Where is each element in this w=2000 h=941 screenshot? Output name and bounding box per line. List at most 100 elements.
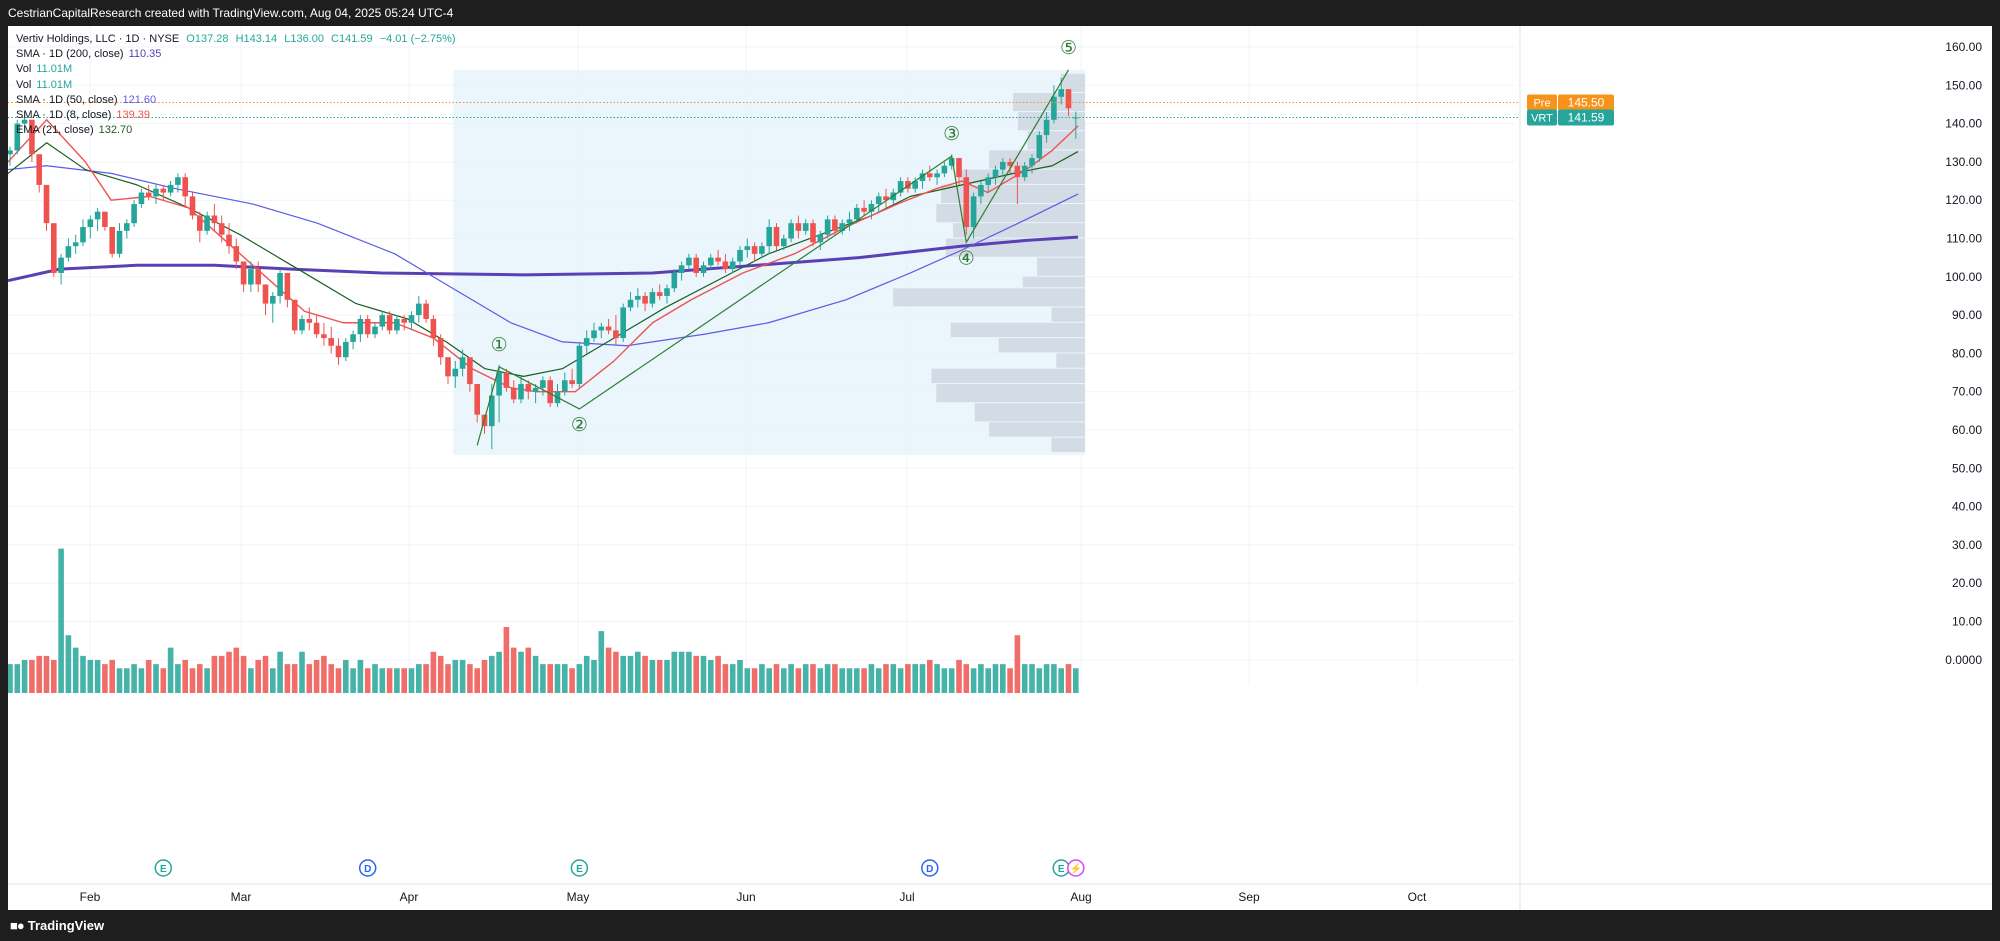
candle bbox=[627, 292, 634, 312]
event-marker-circle bbox=[1067, 859, 1085, 877]
candle bbox=[364, 315, 371, 339]
candle-body bbox=[1014, 165, 1021, 178]
indicator-label: Vol bbox=[16, 63, 32, 76]
candle bbox=[905, 177, 911, 193]
candle bbox=[547, 376, 553, 408]
candle bbox=[255, 261, 261, 293]
volume-bar bbox=[452, 660, 459, 693]
legend-indicator-sma200[interactable]: SMA · 1D (200, close) 110.35 bbox=[16, 47, 460, 62]
tradingview-logo[interactable]: ■● TradingView bbox=[10, 918, 104, 933]
legend-indicator-ema21[interactable]: EMA (21, close) 132.70 bbox=[16, 123, 460, 138]
candle bbox=[503, 368, 510, 392]
volume-bar bbox=[956, 660, 962, 693]
candle bbox=[978, 181, 984, 205]
candle-body bbox=[145, 192, 152, 197]
ema21-line bbox=[8, 142, 1079, 377]
candle bbox=[29, 119, 35, 162]
legend-symbol-row: Vertiv Holdings, LLC · 1D · NYSE O137.28… bbox=[16, 32, 460, 47]
candle bbox=[80, 219, 86, 247]
candle bbox=[160, 184, 167, 201]
sma8-line bbox=[8, 119, 1079, 393]
volume-bar bbox=[963, 664, 970, 693]
candle-body bbox=[313, 322, 320, 335]
volume-bar bbox=[875, 668, 882, 693]
wave-label: ① bbox=[491, 335, 508, 356]
price-tick-label: 90.00 bbox=[1952, 308, 1982, 322]
candle-body bbox=[715, 257, 721, 262]
price-chart[interactable]: ① ② ③ ④ ⑤ E D E D E ⚡ 160.00 150.00 140.00 130.00 120… bbox=[8, 26, 1992, 910]
candle bbox=[605, 318, 612, 335]
volume-bar bbox=[985, 668, 991, 693]
volume-bar bbox=[927, 660, 933, 693]
legend-indicator-sma50[interactable]: SMA · 1D (50, close) 121.60 bbox=[16, 93, 460, 108]
candle-body bbox=[547, 380, 553, 404]
candle-body bbox=[1029, 158, 1035, 166]
volume-bar bbox=[832, 664, 838, 693]
footer-bar: ■● TradingView bbox=[0, 910, 2000, 941]
candle bbox=[262, 284, 269, 316]
volume-bar bbox=[554, 664, 561, 693]
candle bbox=[846, 211, 853, 231]
event-marker-circle bbox=[154, 859, 173, 877]
price-label-value: 145.50 bbox=[1568, 96, 1605, 110]
volume-profile-bar bbox=[1061, 73, 1086, 92]
candle bbox=[693, 253, 699, 277]
candle bbox=[744, 238, 751, 258]
candle-body bbox=[627, 299, 634, 308]
candles bbox=[8, 77, 1079, 450]
candle-body bbox=[131, 204, 137, 224]
candle bbox=[802, 219, 809, 235]
candle bbox=[715, 249, 721, 266]
candle-body bbox=[649, 292, 656, 304]
candle-body bbox=[824, 219, 831, 235]
price-tick-label: 100.00 bbox=[1945, 270, 1982, 284]
volume-profile-bar bbox=[998, 338, 1086, 353]
candle bbox=[124, 219, 130, 239]
candle bbox=[153, 184, 159, 205]
legend-indicator-vol[interactable]: Vol 11.01M bbox=[16, 62, 460, 77]
moving-averages bbox=[8, 119, 1079, 393]
candle-body bbox=[489, 395, 495, 427]
candle-body bbox=[109, 227, 115, 254]
grid-lines bbox=[8, 26, 1515, 686]
candle-body bbox=[182, 177, 188, 197]
volume-bar bbox=[1043, 664, 1050, 693]
candle bbox=[474, 384, 480, 423]
wave-label: ⑤ bbox=[1060, 38, 1077, 59]
chart-frame[interactable]: Vertiv Holdings, LLC · 1D · NYSE O137.28… bbox=[8, 26, 1992, 910]
volume-bar bbox=[255, 660, 261, 693]
candle-body bbox=[255, 269, 261, 285]
indicator-value: 11.01M bbox=[36, 63, 73, 76]
candle-body bbox=[620, 307, 626, 339]
volume-bar bbox=[715, 655, 721, 693]
candle bbox=[72, 234, 79, 254]
candle-body bbox=[1021, 165, 1028, 178]
price-tick-label: 30.00 bbox=[1952, 538, 1982, 552]
candle bbox=[824, 215, 831, 239]
volume-bar bbox=[547, 664, 553, 693]
candle bbox=[102, 211, 108, 231]
volume-bar bbox=[138, 668, 145, 693]
volume-bar bbox=[686, 651, 692, 693]
candle bbox=[927, 165, 933, 182]
volume-bar bbox=[1065, 664, 1072, 693]
candle bbox=[430, 315, 437, 346]
volume-bar bbox=[65, 635, 72, 693]
candle bbox=[233, 238, 240, 270]
volume-bar bbox=[306, 664, 313, 693]
chart-legend: Vertiv Holdings, LLC · 1D · NYSE O137.28… bbox=[16, 32, 460, 138]
candle-body bbox=[591, 330, 597, 339]
volume-bar bbox=[562, 664, 568, 693]
candle-body bbox=[576, 345, 583, 385]
legend-indicator-vol-2[interactable]: Vol 11.01M bbox=[16, 78, 460, 93]
candle-body bbox=[160, 188, 167, 193]
wave-label: ② bbox=[571, 415, 588, 436]
volume-bar bbox=[883, 664, 889, 693]
tradingview-brand: TradingView bbox=[27, 918, 105, 933]
candle bbox=[992, 165, 999, 185]
volume-bar bbox=[350, 668, 356, 693]
candle-body bbox=[671, 272, 678, 289]
candle bbox=[131, 200, 137, 228]
legend-indicator-sma8[interactable]: SMA · 1D (8, close) 139.39 bbox=[16, 108, 460, 123]
candle-body bbox=[970, 196, 977, 228]
